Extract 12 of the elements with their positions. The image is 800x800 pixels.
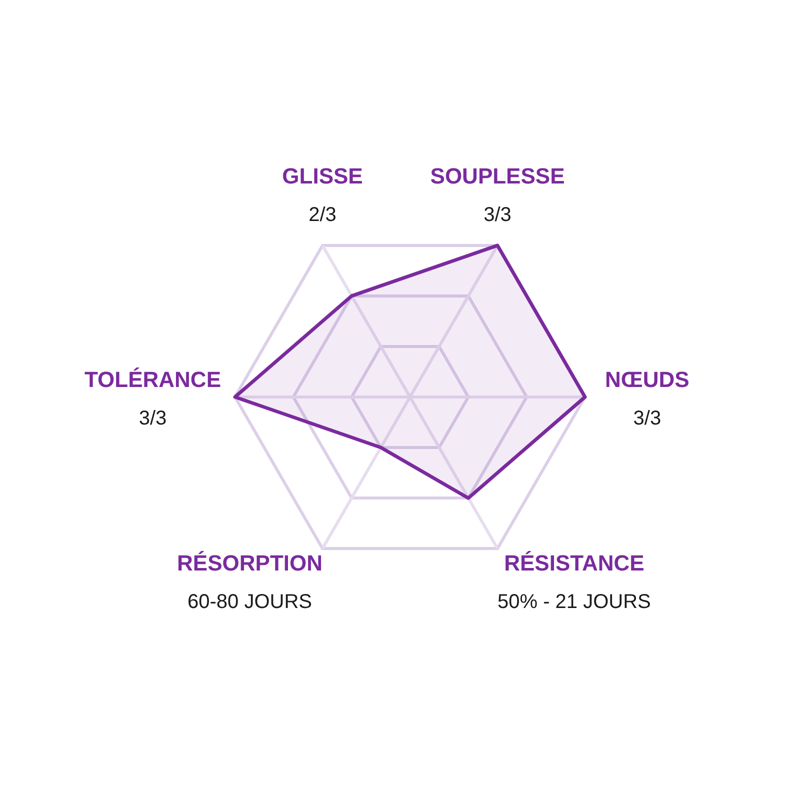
text: 3/3: [633, 408, 662, 430]
spoke-label: RÉSORPTION: [177, 550, 323, 576]
text: 60-80 JOURS: [188, 591, 312, 614]
spoke-label: GLISSE: [282, 164, 363, 189]
text: 3/3: [484, 204, 512, 226]
text: 50% - 21 JOURS: [498, 591, 651, 614]
spoke-label: TOLÉRANCE: [84, 367, 222, 392]
spoke-label: RÉSISTANCE: [504, 550, 644, 576]
text: 2/3: [308, 204, 336, 226]
text: 3/3: [138, 408, 167, 430]
spoke-label: NŒUDS: [604, 367, 690, 392]
spoke-label: SOUPLESSE: [430, 164, 565, 189]
